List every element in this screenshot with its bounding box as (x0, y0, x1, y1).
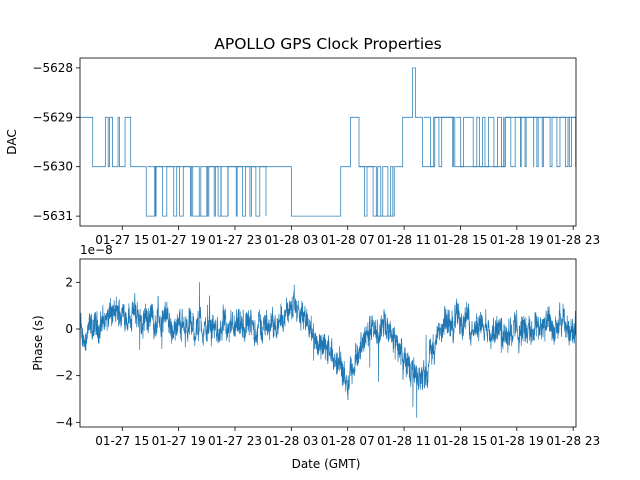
dac-x-tick-label: 01-28 15 (433, 233, 487, 247)
dac-x-tick-label: 01-28 11 (377, 233, 431, 247)
dac-y-tick-label: −5631 (32, 209, 73, 223)
phase-x-tick-label: 01-28 11 (377, 434, 431, 448)
dac-toggle-band (147, 166, 157, 217)
phase-panel: 20−2−4 01-27 15 01-27 19 01-27 23 01-28 03 0… (31, 243, 600, 471)
chart-title: APOLLO GPS Clock Properties (214, 35, 442, 53)
phase-y-tick-label: −4 (55, 415, 73, 429)
dac-x-tick-label: 01-28 03 (264, 233, 318, 247)
dac-toggle-band (505, 116, 535, 168)
phase-x-tick-label: 01-28 23 (546, 434, 600, 448)
phase-y-tick-label: 0 (65, 322, 73, 336)
dac-x-ticks: 01-27 15 01-27 19 01-27 23 01-28 03 01-28 07… (95, 226, 600, 247)
phase-x-tick-label: 01-28 03 (264, 434, 318, 448)
dac-toggle-band (533, 116, 576, 168)
dac-y-tick-label: −5629 (32, 110, 73, 124)
dac-plot-area (80, 67, 576, 217)
dac-toggle-band (359, 166, 394, 217)
phase-x-tick-label: 01-28 19 (490, 434, 544, 448)
phase-series-line (80, 282, 576, 418)
dac-y-tick-label: −5630 (32, 160, 73, 174)
dac-toggle-band (192, 166, 229, 217)
dac-y-tick-label: −5628 (32, 61, 73, 75)
phase-axes-frame (79, 258, 577, 428)
dac-x-tick-label: 01-27 23 (208, 233, 262, 247)
dac-toggle-band (423, 116, 454, 168)
phase-x-tick-label: 01-27 23 (208, 434, 262, 448)
phase-x-tick-label: 01-28 07 (321, 434, 375, 448)
x-axis-label: Date (GMT) (292, 457, 361, 471)
phase-x-tick-label: 01-27 15 (95, 434, 149, 448)
phase-y-tick-label: 2 (65, 275, 73, 289)
dac-x-tick-label: 01-28 19 (490, 233, 544, 247)
dac-y-axis-label: DAC (5, 129, 19, 154)
dac-panel: −5628−5629−5630−5631 01-27 15 01-27 19 01-… (5, 57, 600, 247)
phase-plot-area (80, 282, 576, 418)
dac-x-tick-label: 01-27 15 (95, 233, 149, 247)
phase-y-axis-label: Phase (s) (31, 315, 45, 370)
dac-axes-frame (79, 57, 577, 227)
dac-y-ticks: −5628 −5629 −5630 −5631 (32, 61, 80, 223)
phase-x-tick-label: 01-28 15 (433, 434, 487, 448)
phase-y-ticks: 2 0 −2 −4 (55, 275, 80, 429)
dac-toggle-band (227, 166, 267, 217)
phase-offset-text: 1e−8 (80, 243, 113, 257)
dac-x-tick-label: 01-28 07 (321, 233, 375, 247)
phase-y-tick-label: −2 (55, 369, 73, 383)
dac-series-line (80, 67, 576, 217)
dac-x-tick-label: 01-27 19 (152, 233, 206, 247)
dac-toggle-band (456, 116, 505, 168)
phase-x-tick-label: 01-27 19 (152, 434, 206, 448)
dac-x-tick-label: 01-28 23 (546, 233, 600, 247)
dac-toggle-band (156, 166, 192, 217)
phase-x-ticks: 01-27 15 01-27 19 01-27 23 01-28 03 01-28 07… (95, 427, 600, 448)
